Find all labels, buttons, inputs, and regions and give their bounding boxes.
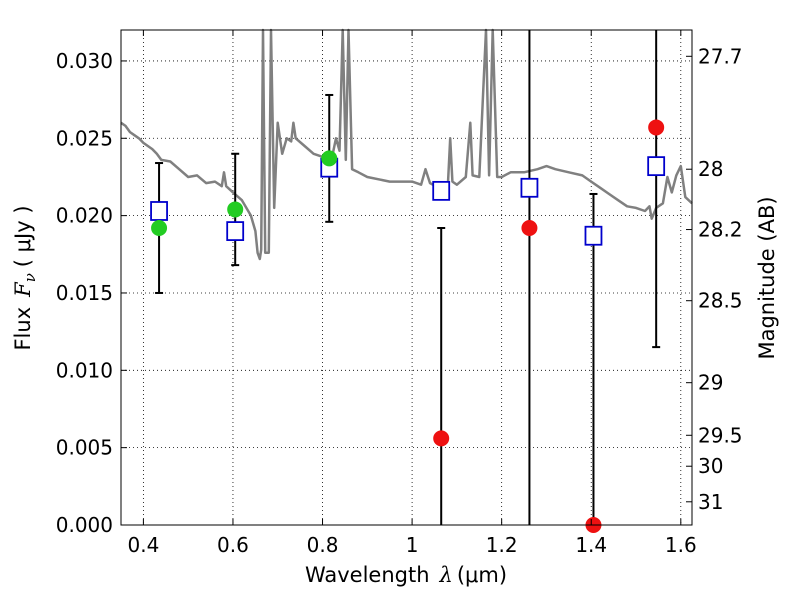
y-tick-label: 0.030: [56, 49, 113, 73]
error-bars: [155, 30, 661, 525]
model-flux-marker: [226, 221, 245, 241]
right-tick-label: 27.7: [698, 44, 743, 68]
x-tick-label: 1: [406, 533, 419, 557]
model-spectrum: [120, 28, 693, 261]
right-tick-label: 28: [698, 157, 723, 181]
model-flux-marker: [584, 225, 603, 246]
y-tick-label: 0.000: [56, 513, 113, 537]
x-axis-label: Wavelength λ (μm): [305, 563, 507, 587]
x-tick-label: 0.6: [217, 533, 249, 557]
y-tick-labels: 0.000 0.005 0.010 0.015 0.020 0.025 0.030: [56, 49, 113, 537]
right-axis-label: Magnitude (AB): [755, 196, 779, 359]
right-tick-label: 30: [698, 454, 723, 478]
right-tick-label: 29: [698, 371, 723, 395]
y-axis-label: FluxFν( μJy ): [11, 205, 39, 350]
x-tick-labels: 0.4 0.6 0.8 1 1.2 1.4 1.6: [127, 533, 696, 557]
x-tick-label: 1.6: [665, 533, 697, 557]
x-tick-label: 0.8: [307, 533, 339, 557]
detection-marker: [321, 150, 338, 167]
x-tick-label: 0.4: [127, 533, 159, 557]
right-tick-labels: 27.7 28 28.2 28.5 29 29.5 30 31: [698, 44, 743, 514]
detection-marker: [151, 220, 168, 236]
right-tick-label: 28.5: [698, 289, 743, 313]
photometry-markers: [150, 119, 666, 533]
y-tick-label: 0.010: [56, 358, 113, 382]
x-tick-label: 1.4: [575, 533, 607, 557]
detection-marker: [227, 201, 244, 218]
non-detection-marker: [521, 220, 538, 236]
right-tick-label: 28.2: [698, 218, 743, 242]
model-flux-marker: [647, 156, 666, 177]
y-tick-label: 0.015: [56, 281, 113, 305]
right-tick-label: 31: [698, 490, 723, 514]
right-tick-label: 29.5: [698, 423, 743, 447]
plot-frame: [120, 29, 693, 526]
x-tick-label: 1.2: [486, 533, 518, 557]
grid-lines: [121, 30, 692, 525]
model-flux-marker: [150, 201, 168, 221]
tick-marks: [121, 30, 692, 526]
spectrum-line: [120, 28, 693, 261]
model-flux-marker: [520, 177, 539, 198]
model-flux-marker: [432, 180, 451, 201]
y-tick-label: 0.020: [56, 204, 113, 228]
y-tick-label: 0.025: [56, 126, 113, 150]
non-detection-marker: [648, 119, 665, 136]
y-tick-label: 0.005: [56, 436, 113, 460]
non-detection-marker: [433, 430, 450, 447]
